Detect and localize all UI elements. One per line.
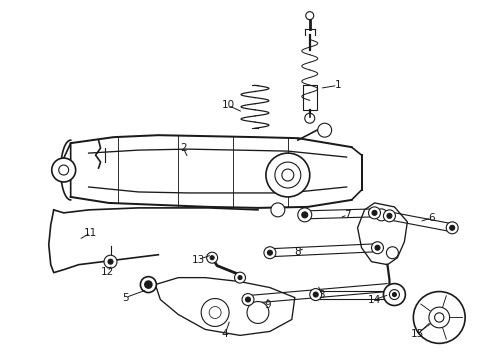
Circle shape — [104, 255, 117, 268]
Circle shape — [268, 250, 272, 255]
Circle shape — [390, 289, 399, 300]
Circle shape — [387, 213, 392, 219]
Circle shape — [209, 306, 221, 319]
Circle shape — [52, 158, 75, 182]
Circle shape — [298, 208, 312, 222]
Circle shape — [266, 153, 310, 197]
Text: 13: 13 — [192, 255, 205, 265]
Circle shape — [264, 247, 276, 259]
Circle shape — [435, 313, 444, 322]
Circle shape — [59, 165, 69, 175]
Text: 1: 1 — [334, 80, 341, 90]
Circle shape — [245, 297, 250, 302]
Circle shape — [207, 252, 218, 263]
Polygon shape — [389, 212, 453, 232]
Text: 10: 10 — [221, 100, 235, 110]
Text: 12: 12 — [101, 267, 114, 276]
Text: 7: 7 — [344, 210, 351, 220]
Text: 3: 3 — [318, 289, 325, 300]
Circle shape — [306, 12, 314, 20]
Circle shape — [429, 307, 450, 328]
Circle shape — [450, 225, 455, 230]
Circle shape — [310, 289, 322, 301]
Circle shape — [238, 276, 242, 280]
Circle shape — [384, 284, 405, 306]
Polygon shape — [358, 203, 407, 265]
Circle shape — [371, 242, 384, 254]
Text: 5: 5 — [122, 293, 129, 302]
Text: 9: 9 — [265, 300, 271, 310]
Polygon shape — [316, 291, 390, 298]
Circle shape — [108, 259, 113, 264]
Circle shape — [305, 113, 315, 123]
Circle shape — [392, 293, 396, 297]
Polygon shape — [270, 244, 378, 257]
Circle shape — [318, 123, 332, 137]
Circle shape — [384, 210, 395, 222]
Circle shape — [271, 203, 285, 217]
Circle shape — [446, 222, 458, 234]
Polygon shape — [247, 284, 388, 303]
Text: 11: 11 — [84, 228, 97, 238]
Text: 14: 14 — [368, 294, 381, 305]
Circle shape — [375, 245, 380, 250]
Circle shape — [387, 247, 398, 259]
Circle shape — [313, 292, 318, 297]
Circle shape — [242, 293, 254, 306]
Circle shape — [275, 162, 301, 188]
Circle shape — [141, 276, 156, 293]
Text: 4: 4 — [222, 329, 228, 339]
Polygon shape — [305, 209, 374, 219]
Circle shape — [282, 169, 294, 181]
Circle shape — [247, 302, 269, 323]
Text: 6: 6 — [428, 213, 435, 223]
Circle shape — [201, 298, 229, 327]
Circle shape — [375, 209, 388, 221]
Circle shape — [235, 272, 245, 283]
Circle shape — [414, 292, 465, 343]
Circle shape — [368, 207, 380, 219]
Polygon shape — [155, 278, 295, 336]
Circle shape — [210, 256, 214, 260]
Circle shape — [145, 281, 152, 288]
Circle shape — [302, 212, 308, 218]
Text: 8: 8 — [294, 247, 301, 257]
Circle shape — [372, 210, 377, 215]
Text: 2: 2 — [180, 143, 187, 153]
Text: 15: 15 — [411, 329, 424, 339]
